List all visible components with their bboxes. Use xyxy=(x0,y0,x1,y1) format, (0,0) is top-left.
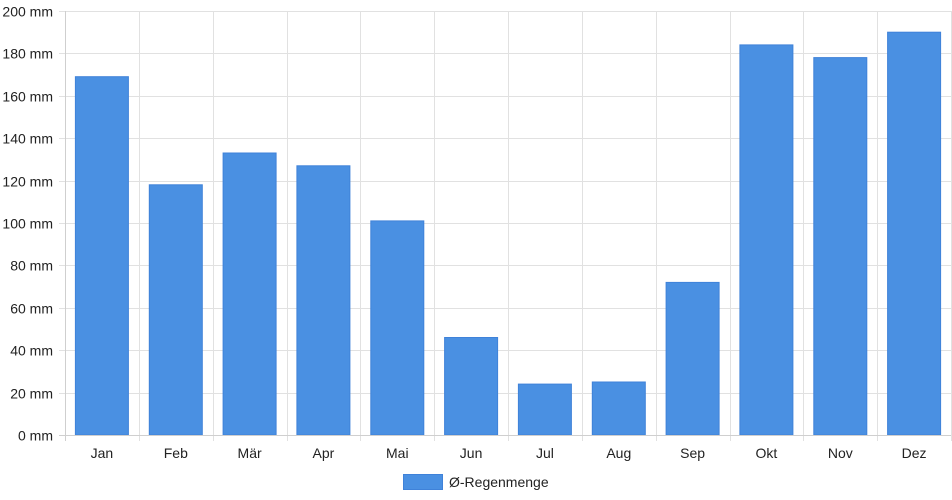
axes xyxy=(59,11,951,441)
bar-Jul[interactable] xyxy=(517,383,572,436)
y-tick-label-120: 120 mm xyxy=(2,174,53,190)
x-tick-label-Jul: Jul xyxy=(536,445,554,461)
y-tick-label-100: 100 mm xyxy=(2,216,53,232)
bar-Jan[interactable] xyxy=(74,76,129,436)
y-tick-label-0: 0 mm xyxy=(18,428,53,444)
y-tick-label-160: 160 mm xyxy=(2,89,53,105)
bar-Dez[interactable] xyxy=(887,31,942,436)
bar-Sep[interactable] xyxy=(665,281,720,436)
y-tick-label-60: 60 mm xyxy=(10,301,53,317)
bar-Mär[interactable] xyxy=(222,152,277,436)
x-axis-labels: Jan Feb Mär Apr Mai Jun Jul Aug Sep Okt Nov Dez xyxy=(91,445,927,461)
x-tick-label-Jan: Jan xyxy=(91,445,114,461)
x-tick-label-Sep: Sep xyxy=(680,445,705,461)
x-tick-label-Aug: Aug xyxy=(606,445,631,461)
x-tick-label-Jun: Jun xyxy=(460,445,483,461)
x-tick-label-Okt: Okt xyxy=(756,445,778,461)
legend-label: Ø-Regenmenge xyxy=(449,474,549,490)
bar-Jun[interactable] xyxy=(444,337,499,436)
legend-swatch xyxy=(403,474,443,490)
y-tick-label-180: 180 mm xyxy=(2,46,53,62)
y-tick-label-80: 80 mm xyxy=(10,258,53,274)
bar-Nov[interactable] xyxy=(813,57,868,436)
y-tick-label-20: 20 mm xyxy=(10,386,53,402)
y-tick-label-40: 40 mm xyxy=(10,343,53,359)
bar-Feb[interactable] xyxy=(148,184,203,436)
x-tick-label-Apr: Apr xyxy=(313,445,335,461)
y-tick-label-200: 200 mm xyxy=(2,4,53,20)
bar-Okt[interactable] xyxy=(739,44,794,436)
bar-Mai[interactable] xyxy=(370,220,425,436)
x-tick-label-Feb: Feb xyxy=(164,445,188,461)
bars xyxy=(74,31,942,436)
bar-Aug[interactable] xyxy=(591,381,646,436)
x-tick-label-Dez: Dez xyxy=(902,445,927,461)
bar-Apr[interactable] xyxy=(296,165,351,436)
x-tick-label-Mai: Mai xyxy=(386,445,409,461)
x-tick-label-Mär: Mär xyxy=(238,445,262,461)
y-axis-labels: 0 mm 20 mm 40 mm 60 mm 80 mm 100 mm 120 mm 140 … xyxy=(2,4,53,444)
x-tick-label-Nov: Nov xyxy=(828,445,853,461)
y-tick-label-140: 140 mm xyxy=(2,131,53,147)
legend[interactable]: Ø-Regenmenge xyxy=(403,473,549,491)
